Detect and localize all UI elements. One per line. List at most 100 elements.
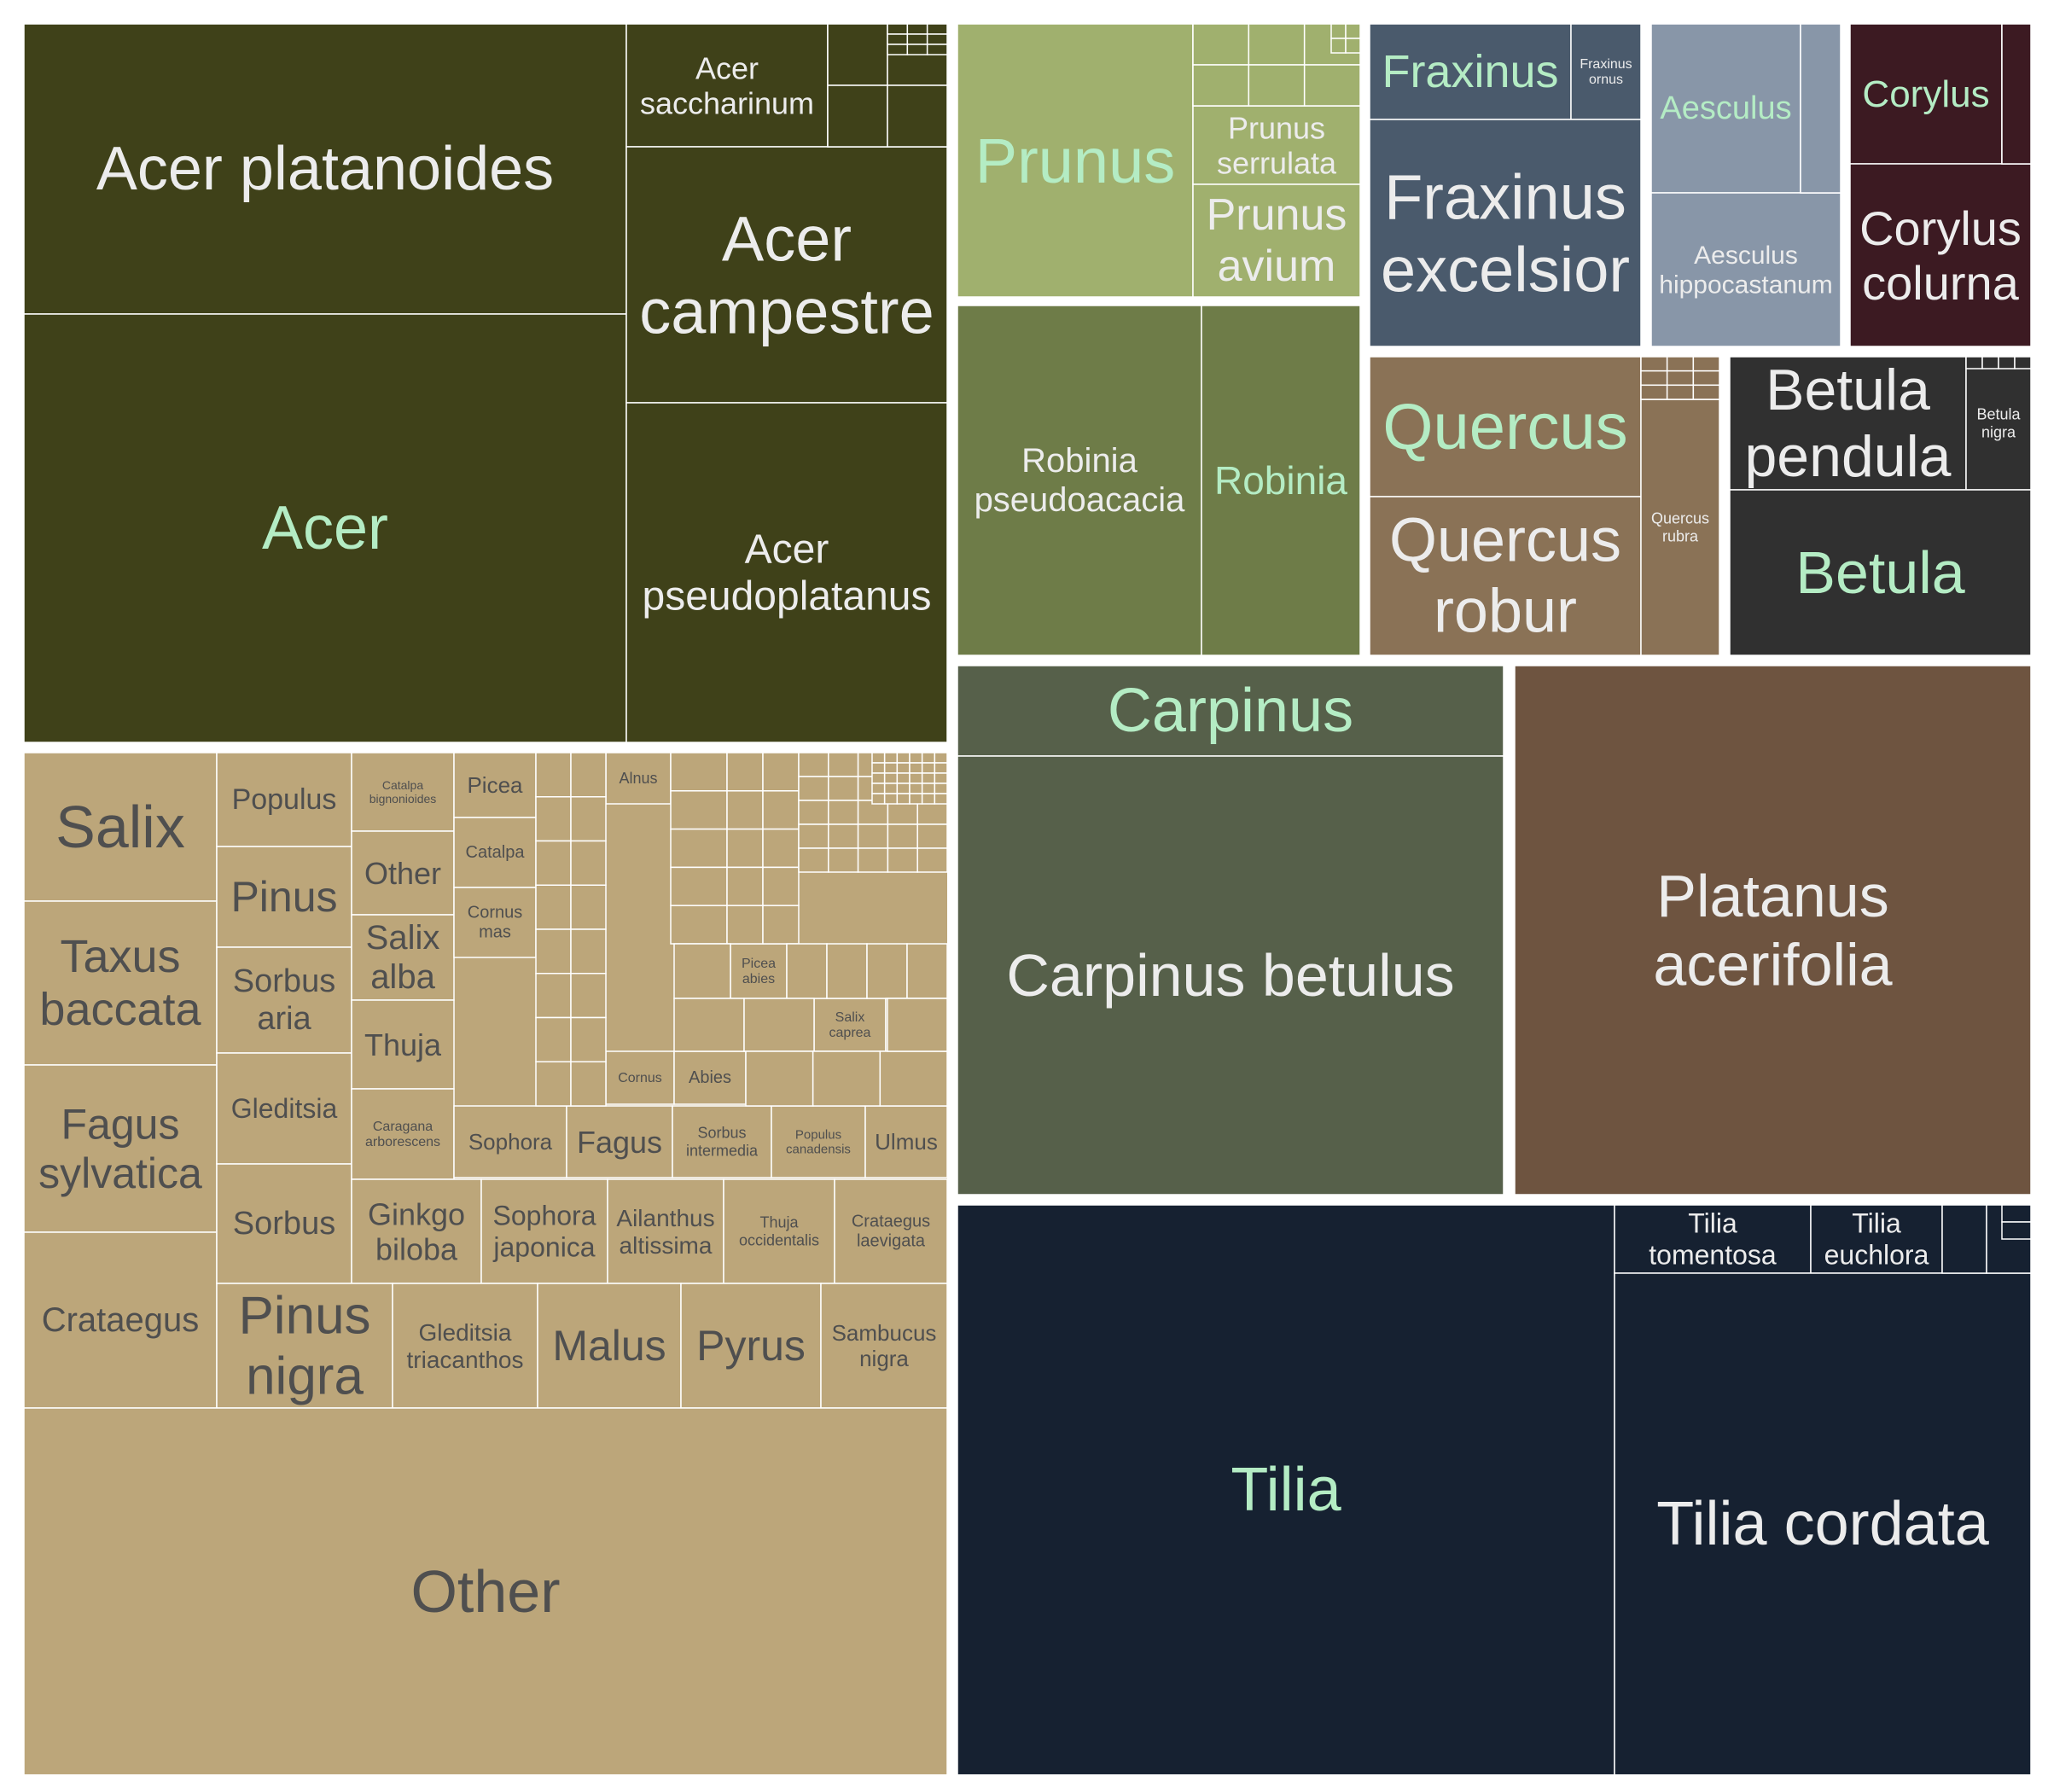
cell-rect[interactable] (216, 1163, 352, 1284)
cell-rect[interactable] (23, 23, 627, 315)
cell-rect[interactable] (813, 998, 887, 1052)
cell-rect[interactable] (1849, 163, 2032, 347)
treemap-cell-crataegus-laevigata[interactable]: Crataegus laevigata (834, 1178, 948, 1284)
treemap-cell-ulmus[interactable]: Ulmus (864, 1105, 948, 1178)
cell-rect[interactable] (1369, 356, 1642, 497)
cell-rect[interactable] (723, 1178, 835, 1284)
treemap-cell-betula-pendula[interactable]: Betula pendula (1729, 356, 1967, 491)
treemap-cell-betula[interactable]: Betula (1729, 489, 2032, 656)
treemap-cell-sambucus-nigra[interactable]: Sambucus nigra (820, 1283, 948, 1409)
cell-rect[interactable] (23, 1407, 948, 1776)
cell-rect[interactable] (673, 1050, 747, 1105)
treemap-cell-tilia[interactable]: Tilia (957, 1204, 1615, 1776)
treemap-cell-salix[interactable]: Salix (23, 752, 218, 902)
cell-rect[interactable] (957, 755, 1504, 1196)
cell-rect[interactable] (1729, 489, 2032, 656)
cell-rect[interactable] (453, 887, 537, 958)
cell-rect[interactable] (1201, 305, 1361, 656)
treemap-cell-fraxinus-ornus[interactable]: Fraxinus ornus (1570, 23, 1642, 120)
cell-rect[interactable] (23, 900, 218, 1066)
treemap-cell-prunus-serrulata[interactable]: Prunus serrulata (1192, 105, 1361, 185)
treemap-cell-gleditsia[interactable]: Gleditsia (216, 1052, 352, 1165)
cell-rect[interactable] (1650, 192, 1841, 347)
cell-rect[interactable] (957, 305, 1202, 656)
cell-rect[interactable] (864, 1105, 948, 1178)
cell-rect[interactable] (820, 1283, 948, 1409)
treemap-cell-thuja-occidentalis[interactable]: Thuja occidentalis (723, 1178, 835, 1284)
treemap-cell-quercus-rubra[interactable]: Quercus rubra (1640, 399, 1720, 656)
cell-rect[interactable] (605, 1050, 675, 1105)
cell-rect[interactable] (680, 1283, 822, 1409)
cell-rect[interactable] (1369, 119, 1642, 347)
cell-rect[interactable] (607, 1178, 724, 1284)
treemap-cell-aesculus[interactable]: Aesculus (1650, 23, 1801, 194)
treemap-cell-aesculus-hippocastanum[interactable]: Aesculus hippocastanum (1650, 192, 1841, 347)
cell-rect[interactable] (453, 817, 537, 888)
treemap-cell-sophora-japonica[interactable]: Sophora japonica (480, 1178, 608, 1284)
treemap-cell-taxus-baccata[interactable]: Taxus baccata (23, 900, 218, 1066)
treemap-cell-other[interactable]: Other (351, 830, 455, 916)
treemap-cell-other[interactable]: Other (23, 1407, 948, 1776)
cell-rect[interactable] (1849, 23, 2003, 165)
treemap-cell-platanus-acerifolia[interactable]: Platanus acerifolia (1514, 665, 2032, 1196)
cell-rect[interactable] (1369, 23, 1572, 120)
cell-rect[interactable] (453, 752, 537, 818)
cell-rect[interactable] (392, 1283, 538, 1409)
cell-rect[interactable] (351, 830, 455, 916)
treemap-cell-fraxinus[interactable]: Fraxinus (1369, 23, 1572, 120)
cell-rect[interactable] (730, 943, 788, 999)
cell-rect[interactable] (23, 1231, 218, 1409)
treemap-cell-tilia-tomentosa[interactable]: Tilia tomentosa (1614, 1204, 1812, 1274)
cell-rect[interactable] (957, 1204, 1615, 1776)
cell-rect[interactable] (625, 402, 948, 743)
cell-rect[interactable] (1729, 356, 1967, 491)
cell-rect[interactable] (216, 752, 352, 847)
cell-rect[interactable] (1369, 496, 1642, 656)
treemap-cell-pinus[interactable]: Pinus (216, 846, 352, 948)
treemap-cell-populus[interactable]: Populus (216, 752, 352, 847)
treemap-cell-fagus[interactable]: Fagus (566, 1105, 673, 1178)
cell-rect[interactable] (771, 1105, 866, 1178)
treemap-cell-corylus[interactable]: Corylus (1849, 23, 2003, 165)
treemap-cell-sophora[interactable]: Sophora (453, 1105, 567, 1178)
cell-rect[interactable] (1514, 665, 2032, 1196)
treemap-cell-sorbus-aria[interactable]: Sorbus aria (216, 946, 352, 1054)
cell-rect[interactable] (834, 1178, 948, 1284)
treemap-cell-tilia-cordata[interactable]: Tilia cordata (1614, 1272, 2032, 1776)
treemap-cell-cornus[interactable]: Cornus (605, 1050, 675, 1105)
treemap-cell-abies[interactable]: Abies (673, 1050, 747, 1105)
treemap-cell-salix-alba[interactable]: Salix alba (351, 914, 455, 1001)
treemap-cell-acer-pseudoplatanus[interactable]: Acer pseudoplatanus (625, 402, 948, 743)
cell-rect[interactable] (216, 1283, 393, 1409)
cell-rect[interactable] (1640, 399, 1720, 656)
treemap-cell-fraxinus-excelsior[interactable]: Fraxinus excelsior (1369, 119, 1642, 347)
treemap-cell-tilia-euchlora[interactable]: Tilia euchlora (1810, 1204, 1943, 1274)
treemap-cell-acer-saccharinum[interactable]: Acer saccharinum (625, 23, 829, 148)
treemap-cell-catalpa-bignonioides[interactable]: Catalpa bignonioides (351, 752, 455, 832)
cell-rect[interactable] (351, 999, 455, 1090)
cell-rect[interactable] (1614, 1272, 2032, 1776)
treemap-cell-quercus[interactable]: Quercus (1369, 356, 1642, 497)
treemap-cell-crataegus[interactable]: Crataegus (23, 1231, 218, 1409)
treemap-cell-salix-caprea[interactable]: Salix caprea (813, 998, 887, 1052)
cell-rect[interactable] (625, 23, 829, 148)
treemap-cell-picea-abies[interactable]: Picea abies (730, 943, 788, 999)
treemap-cell-cornus-mas[interactable]: Cornus mas (453, 887, 537, 958)
cell-rect[interactable] (480, 1178, 608, 1284)
cell-rect[interactable] (1650, 23, 1801, 194)
treemap-cell-acer[interactable]: Acer (23, 313, 627, 743)
cell-rect[interactable] (351, 1088, 455, 1180)
treemap-cell-fagus-sylvatica[interactable]: Fagus sylvatica (23, 1064, 218, 1233)
treemap-cell-carpinus[interactable]: Carpinus (957, 665, 1504, 757)
treemap-cell-carpinus-betulus[interactable]: Carpinus betulus (957, 755, 1504, 1196)
treemap-cell-caragana-arborescens[interactable]: Caragana arborescens (351, 1088, 455, 1180)
treemap-cell-sorbus-intermedia[interactable]: Sorbus intermedia (672, 1105, 772, 1178)
treemap-cell-prunus-avium[interactable]: Prunus avium (1192, 183, 1361, 298)
treemap-cell-pinus-nigra[interactable]: Pinus nigra (216, 1283, 393, 1409)
cell-rect[interactable] (625, 146, 948, 404)
treemap-cell-pyrus[interactable]: Pyrus (680, 1283, 822, 1409)
treemap-cell-robinia[interactable]: Robinia (1201, 305, 1361, 656)
cell-rect[interactable] (1192, 183, 1361, 298)
cell-rect[interactable] (1192, 105, 1361, 185)
treemap-cell-quercus-robur[interactable]: Quercus robur (1369, 496, 1642, 656)
